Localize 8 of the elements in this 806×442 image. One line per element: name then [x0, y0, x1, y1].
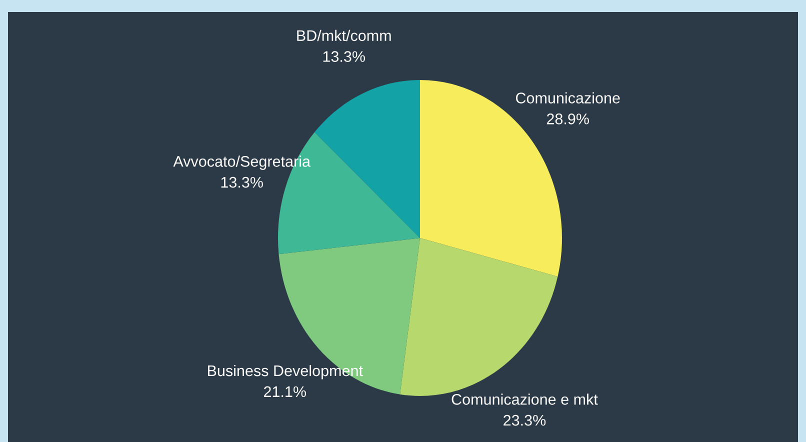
slice-label: Comunicazione e mkt [452, 394, 598, 405]
data-label: 13.3% [221, 176, 263, 188]
data-label: 28.9% [546, 114, 589, 124]
slice-label: BD/mkt/comm [297, 30, 391, 42]
data-label: 23.3% [504, 414, 546, 426]
slice-label: Comunicazione [516, 92, 620, 104]
data-label: 13.3% [323, 51, 365, 62]
data-label: 21.1% [264, 386, 306, 398]
